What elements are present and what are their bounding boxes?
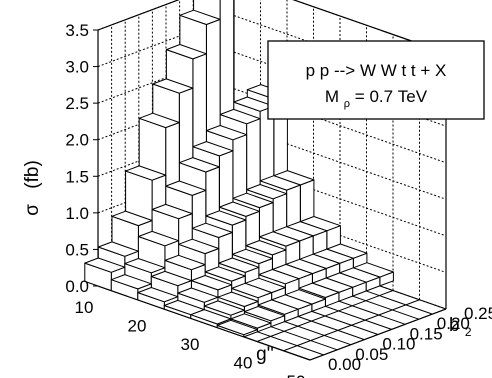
bar-top-face xyxy=(217,291,259,307)
bar-top-face xyxy=(137,230,180,247)
bar-top-face xyxy=(216,319,258,336)
left-top-edge xyxy=(97,0,180,31)
bar-top-face xyxy=(298,282,340,298)
z-tick-label: 3.0 xyxy=(65,58,89,77)
y-axis-title-main: b xyxy=(449,315,460,336)
bar-top-face xyxy=(203,300,245,316)
bar-top-face xyxy=(246,184,288,200)
bar-top-face xyxy=(190,309,232,325)
bars-layer xyxy=(84,0,394,338)
bar-top-face xyxy=(232,192,274,209)
bar-top-face xyxy=(205,125,248,141)
z-axis-title: σ (fb) xyxy=(22,160,43,216)
bar-top-face xyxy=(191,222,233,238)
bar-top-face xyxy=(192,141,234,157)
bar-top-face xyxy=(152,78,194,94)
z-tick-label: 2.5 xyxy=(65,94,89,113)
z-tick-label: 0.5 xyxy=(65,240,89,259)
ticks-layer: 0.00.51.01.52.02.53.03.510203040500.000.… xyxy=(65,21,492,378)
bar-top-face xyxy=(258,231,301,247)
z-axis-title-symbol: σ xyxy=(22,204,43,216)
bar-top-face xyxy=(230,313,272,329)
bar-top-face xyxy=(111,210,153,227)
legend-line-2: M ρ = 0.7 TeV xyxy=(325,87,428,111)
z-tick-label: 2.0 xyxy=(65,131,89,150)
bar-top-face xyxy=(84,257,126,273)
x-tick-label: 40 xyxy=(234,354,253,373)
legend: p p --> W W t t + X M ρ = 0.7 TeV xyxy=(267,40,485,120)
bar-top-face xyxy=(257,299,299,315)
bar-top-face xyxy=(165,180,207,196)
bar-top-face xyxy=(177,287,219,303)
bar-top-face xyxy=(110,274,152,290)
bar-top-face xyxy=(97,241,139,257)
y-axis-title-sub: 2 xyxy=(465,325,472,339)
x-tick-label: 30 xyxy=(181,335,200,354)
x-tick-label: 50 xyxy=(287,372,306,378)
x-tick-label: 20 xyxy=(128,317,147,336)
y-axis-title: b 2 xyxy=(449,315,472,339)
legend-line-2-rest: = 0.7 TeV xyxy=(355,87,428,106)
bar-top-face xyxy=(178,157,220,173)
bar-top-face xyxy=(125,165,167,181)
z-tick-label: 3.5 xyxy=(65,21,89,40)
bar-top-face xyxy=(151,203,193,220)
bar-top-face xyxy=(124,258,166,274)
y-tick-label: 0.10 xyxy=(382,335,415,354)
bar-top-face xyxy=(219,108,261,125)
bar-top-face xyxy=(243,306,286,322)
bar-top-face xyxy=(258,269,300,285)
bar-top-face xyxy=(150,270,192,287)
legend-line-2-main: M xyxy=(325,87,339,106)
bar-top-face xyxy=(245,240,287,256)
z-tick-label: 1.5 xyxy=(65,167,89,186)
bar-top-face xyxy=(190,275,233,291)
bar-top-face xyxy=(259,175,301,191)
x-axis-title: g'' xyxy=(256,344,274,365)
bar-top-face xyxy=(178,238,220,255)
bar xyxy=(216,319,258,338)
bar-top-face xyxy=(137,287,179,303)
z-tick-label: 0.0 xyxy=(65,277,89,296)
z-tick-label: 1.0 xyxy=(65,204,89,223)
bar-top-face xyxy=(204,266,246,282)
bar-top-face xyxy=(205,210,247,226)
legend-line-1: p p --> W W t t + X xyxy=(306,61,447,80)
bar-top-face xyxy=(218,201,260,217)
y-axis-line xyxy=(309,308,447,361)
legend-line-2-sub: ρ xyxy=(344,98,350,110)
x-tick-label: 10 xyxy=(75,298,94,317)
bar-top-face xyxy=(218,257,260,273)
bar-top-face xyxy=(165,44,207,60)
y-tick-label: 0.20 xyxy=(437,314,470,333)
y-tick-label: 0.15 xyxy=(410,324,443,343)
bar-top-face xyxy=(231,282,273,299)
bar-top-face xyxy=(164,254,206,271)
y-tick-label: 0.25 xyxy=(464,304,492,323)
y-tick-label: 0.00 xyxy=(328,355,361,374)
bar-top-face xyxy=(179,9,221,25)
z-axis-title-unit: (fb) xyxy=(22,160,43,189)
legend-box xyxy=(267,40,485,120)
bar-top-face xyxy=(231,248,273,265)
bar-top-face xyxy=(138,112,180,129)
y-tick-label: 0.05 xyxy=(355,345,388,364)
